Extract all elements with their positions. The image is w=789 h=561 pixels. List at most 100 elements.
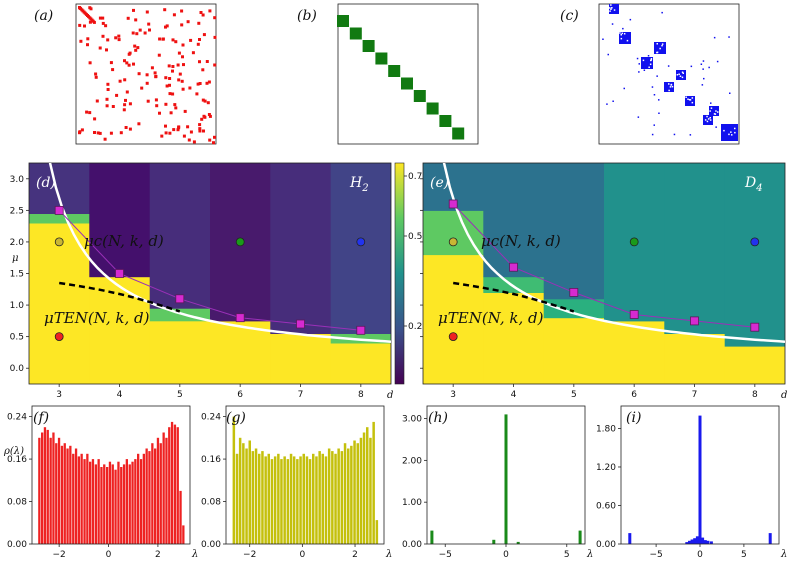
matrix-entry [150, 66, 154, 70]
histogram-bar [170, 421, 174, 544]
colorbar-gradient [394, 162, 405, 385]
matrix-entry [213, 135, 216, 139]
panel-b: (b) [297, 3, 479, 145]
heatmap-cell [29, 213, 90, 224]
histogram-bar [321, 453, 324, 544]
matrix-entry [168, 131, 172, 135]
matrix-gap [704, 119, 707, 121]
matrix-entry [103, 137, 107, 141]
matrix-gap [619, 32, 621, 34]
matrix-block [709, 106, 719, 116]
histogram-bar [706, 540, 710, 544]
matrix-entry [143, 31, 147, 35]
matrix-gap [709, 110, 711, 112]
heatmap-cell [604, 320, 665, 384]
panel-e-overlay [442, 163, 785, 343]
histogram-bar [165, 437, 168, 544]
matrix-entry [203, 99, 207, 103]
histogram-bar [57, 437, 61, 544]
x-axis-label: d [781, 390, 787, 401]
y-tick-label: 2.5 [10, 206, 24, 216]
matrix-entry [168, 77, 172, 80]
histogram-bar [267, 453, 270, 544]
x-axis-label: λ [586, 549, 593, 560]
matrix-entry [88, 20, 92, 24]
panel-d-corner-sub: 2 [361, 183, 368, 194]
matrix-entry [207, 80, 211, 84]
matrix-entry [176, 63, 180, 67]
matrix-entry [122, 108, 126, 112]
matrix-gap [713, 113, 716, 115]
panel-c: (c) [560, 3, 740, 145]
matrix-entry [80, 128, 84, 132]
matrix-gap [715, 110, 717, 112]
matrix-gap [710, 107, 713, 109]
histogram-bar [142, 453, 145, 544]
mu-c-point [569, 287, 579, 297]
panel-a-sparse-matrix [78, 6, 217, 145]
matrix-entry [198, 60, 201, 64]
matrix-entry [205, 60, 209, 63]
matrix-entry [101, 34, 105, 38]
matrix-entry [160, 134, 164, 138]
matrix-entry [154, 98, 158, 102]
matrix-entry [622, 27, 624, 30]
histogram-bar [80, 453, 83, 544]
histogram-bar [114, 469, 117, 544]
heatmap-cell [149, 320, 211, 384]
matrix-block [349, 27, 362, 40]
matrix-block [703, 115, 713, 125]
matrix-entry [213, 16, 217, 20]
y-tick-label: 0.00 [7, 540, 27, 550]
x-tick-label: −2 [243, 550, 256, 560]
matrix-gap [709, 119, 712, 121]
matrix-entry [638, 63, 640, 65]
matrix-entry [177, 78, 181, 82]
colorbar: 0.7 0.5 0.2 [394, 162, 422, 385]
y-tick-label: 3.00 [402, 415, 422, 425]
matrix-gap [668, 89, 670, 92]
x-tick-label: 2 [352, 550, 358, 560]
matrix-entry [119, 131, 123, 135]
histogram-bar [688, 540, 691, 544]
panel-e-heatmap [423, 163, 785, 384]
histogram-bar [578, 530, 582, 544]
histogram-bar [353, 440, 356, 544]
matrix-entry [182, 134, 186, 138]
y-tick-label: 0.24 [7, 413, 27, 423]
matrix-gap [650, 58, 653, 60]
matrix-entry [637, 116, 640, 118]
matrix-gap [661, 44, 663, 47]
matrix-entry [131, 31, 135, 35]
matrix-entry [180, 79, 184, 83]
matrix-entry [202, 114, 206, 118]
histogram-bar [156, 437, 160, 544]
histogram-bar [131, 461, 134, 544]
matrix-gap [621, 32, 623, 35]
histogram-bar [52, 432, 55, 544]
matrix-gap [620, 34, 622, 36]
matrix-entry [206, 101, 210, 105]
histogram-bar [690, 539, 694, 544]
panel-f: −2 0 2 0.00 0.08 0.16 0.24 λ ρ(λ) (f) [3, 405, 198, 560]
matrix-entry [213, 63, 217, 67]
mu-c-line [452, 203, 755, 328]
panel-c-frame [598, 3, 740, 145]
matrix-entry [146, 99, 150, 103]
matrix-entry [164, 76, 168, 80]
matrix-entry [164, 25, 167, 29]
y-tick-label: 1.80 [596, 424, 616, 434]
histogram-bar [41, 432, 44, 544]
matrix-entry [178, 72, 182, 76]
histogram-bar [151, 443, 154, 544]
heatmap-cell [330, 163, 391, 334]
histogram-bar [299, 456, 302, 544]
histogram-bar [117, 461, 120, 544]
matrix-gap [656, 43, 658, 45]
matrix-gap [685, 96, 687, 98]
matrix-gap [650, 59, 652, 61]
matrix-entry [689, 134, 692, 136]
histogram-bar [179, 490, 182, 544]
matrix-gap [714, 113, 717, 115]
y-tick-label: 0.00 [596, 540, 616, 550]
